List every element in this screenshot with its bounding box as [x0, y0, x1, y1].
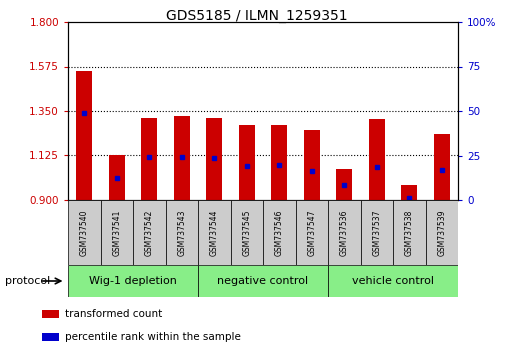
Text: Wig-1 depletion: Wig-1 depletion [89, 276, 177, 286]
Text: GSM737541: GSM737541 [112, 209, 121, 256]
Bar [206, 118, 222, 200]
Bar [76, 72, 92, 200]
Bar [361, 200, 393, 265]
Text: negative control: negative control [218, 276, 308, 286]
Text: GDS5185 / ILMN_1259351: GDS5185 / ILMN_1259351 [166, 9, 347, 23]
Text: GSM737545: GSM737545 [242, 209, 251, 256]
Text: percentile rank within the sample: percentile rank within the sample [65, 332, 241, 342]
Bar [109, 155, 125, 200]
Bar [43, 310, 59, 318]
Bar [433, 134, 450, 200]
Text: GSM737546: GSM737546 [275, 209, 284, 256]
Bar [336, 169, 352, 200]
Text: GSM737543: GSM737543 [177, 209, 186, 256]
Text: GSM737544: GSM737544 [210, 209, 219, 256]
Bar [263, 200, 295, 265]
Bar [198, 265, 328, 297]
Bar [369, 119, 385, 200]
Text: GSM737547: GSM737547 [307, 209, 316, 256]
Bar [141, 118, 157, 200]
Text: GSM737539: GSM737539 [437, 209, 446, 256]
Bar [68, 200, 101, 265]
Text: GSM737540: GSM737540 [80, 209, 89, 256]
Bar [304, 130, 320, 200]
Text: vehicle control: vehicle control [352, 276, 434, 286]
Bar [101, 200, 133, 265]
Text: GSM737536: GSM737536 [340, 209, 349, 256]
Bar [401, 185, 418, 200]
Bar [239, 125, 255, 200]
Bar [295, 200, 328, 265]
Bar [166, 200, 198, 265]
Bar [198, 200, 230, 265]
Text: GSM737538: GSM737538 [405, 209, 414, 256]
Bar [173, 116, 190, 200]
Bar [393, 200, 425, 265]
Bar [328, 200, 361, 265]
Text: GSM737542: GSM737542 [145, 209, 154, 256]
Text: transformed count: transformed count [65, 309, 163, 319]
Bar [133, 200, 166, 265]
Bar [328, 265, 458, 297]
Bar [68, 265, 198, 297]
Bar [271, 125, 287, 200]
Text: GSM737537: GSM737537 [372, 209, 381, 256]
Text: protocol: protocol [5, 276, 50, 286]
Bar [43, 333, 59, 341]
Bar [425, 200, 458, 265]
Bar [230, 200, 263, 265]
